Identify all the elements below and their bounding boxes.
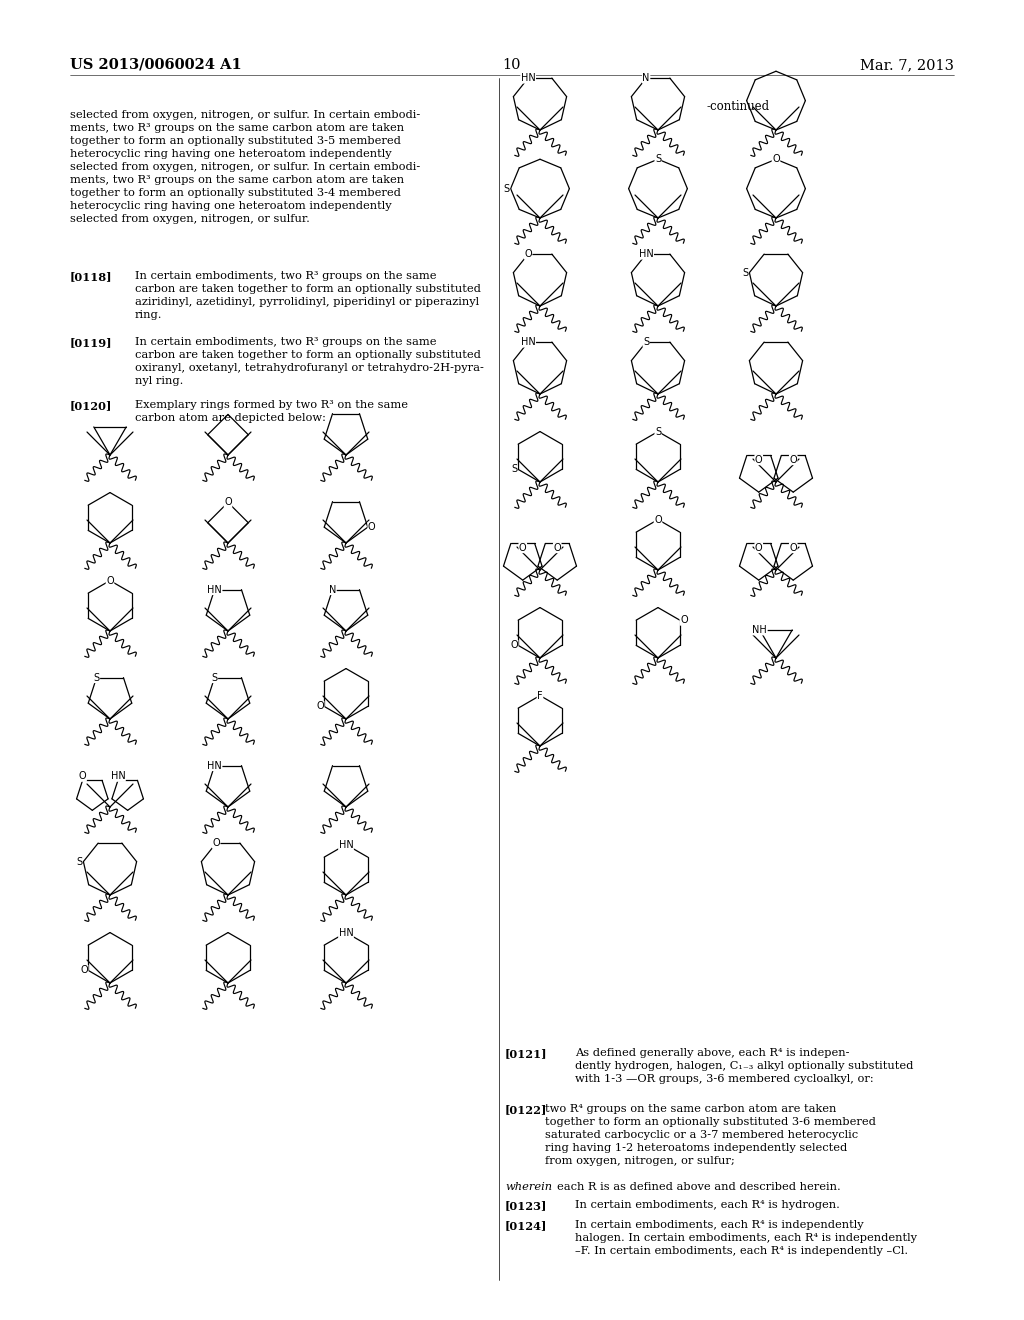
- Text: HN: HN: [521, 73, 536, 83]
- Text: O: O: [680, 615, 688, 626]
- Text: HN: HN: [521, 337, 536, 347]
- Text: [0119]: [0119]: [70, 337, 113, 348]
- Text: [0118]: [0118]: [70, 271, 113, 282]
- Text: two R⁴ groups on the same carbon atom are taken
together to form an optionally s: two R⁴ groups on the same carbon atom ar…: [545, 1104, 876, 1166]
- Text: O: O: [524, 249, 531, 259]
- Text: F: F: [538, 690, 543, 701]
- Text: [0123]: [0123]: [505, 1200, 548, 1210]
- Text: O: O: [224, 498, 231, 507]
- Text: As defined generally above, each R⁴ is indepen-
dently hydrogen, halogen, C₁₋₃ a: As defined generally above, each R⁴ is i…: [575, 1048, 913, 1084]
- Text: [0124]: [0124]: [505, 1220, 548, 1232]
- Text: S: S: [643, 337, 649, 347]
- Text: In certain embodiments, two R³ groups on the same
carbon are taken together to f: In certain embodiments, two R³ groups on…: [135, 271, 481, 321]
- Text: S: S: [655, 154, 662, 164]
- Text: In certain embodiments, each R⁴ is independently
halogen. In certain embodiments: In certain embodiments, each R⁴ is indep…: [575, 1220, 918, 1257]
- Text: selected from oxygen, nitrogen, or sulfur. In certain embodi-
ments, two R³ grou: selected from oxygen, nitrogen, or sulfu…: [70, 110, 420, 224]
- Text: HN: HN: [207, 760, 222, 771]
- Text: O: O: [790, 454, 797, 465]
- Text: [0121]: [0121]: [505, 1048, 548, 1059]
- Text: HN: HN: [639, 249, 653, 259]
- Text: S: S: [655, 426, 662, 437]
- Text: S: S: [77, 857, 83, 867]
- Text: NH: NH: [753, 624, 767, 635]
- Text: HN: HN: [111, 771, 125, 781]
- Text: S: S: [212, 673, 218, 682]
- Text: O: O: [772, 154, 780, 164]
- Text: O: O: [368, 523, 376, 532]
- Text: S: S: [742, 268, 749, 277]
- Text: O: O: [316, 701, 324, 711]
- Text: O: O: [106, 576, 114, 586]
- Text: US 2013/0060024 A1: US 2013/0060024 A1: [70, 58, 242, 73]
- Text: S: S: [511, 465, 517, 474]
- Text: O: O: [212, 838, 220, 849]
- Text: HN: HN: [339, 840, 353, 850]
- Text: In certain embodiments, two R³ groups on the same
carbon are taken together to f: In certain embodiments, two R³ groups on…: [135, 337, 484, 387]
- Text: wherein: wherein: [505, 1181, 552, 1192]
- Text: O: O: [755, 543, 763, 553]
- Text: N: N: [329, 585, 336, 594]
- Text: Exemplary rings formed by two R³ on the same
carbon atom are depicted below:: Exemplary rings formed by two R³ on the …: [135, 400, 408, 422]
- Text: HN: HN: [207, 585, 222, 594]
- Text: O: O: [654, 515, 662, 524]
- Text: O: O: [519, 543, 526, 553]
- Text: O: O: [510, 640, 518, 651]
- Text: Mar. 7, 2013: Mar. 7, 2013: [860, 58, 954, 73]
- Text: In certain embodiments, each R⁴ is hydrogen.: In certain embodiments, each R⁴ is hydro…: [575, 1200, 840, 1210]
- Text: O: O: [80, 965, 88, 975]
- Text: O: O: [79, 771, 86, 781]
- Text: 10: 10: [503, 58, 521, 73]
- Text: HN: HN: [339, 928, 353, 937]
- Text: [0120]: [0120]: [70, 400, 113, 411]
- Text: S: S: [93, 673, 99, 682]
- Text: O: O: [755, 454, 763, 465]
- Text: -continued: -continued: [707, 100, 770, 114]
- Text: S: S: [504, 183, 510, 194]
- Text: O: O: [790, 543, 797, 553]
- Text: O: O: [553, 543, 561, 553]
- Text: N: N: [642, 73, 650, 83]
- Text: [0122]: [0122]: [505, 1104, 548, 1115]
- Text: each R is as defined above and described herein.: each R is as defined above and described…: [557, 1181, 841, 1192]
